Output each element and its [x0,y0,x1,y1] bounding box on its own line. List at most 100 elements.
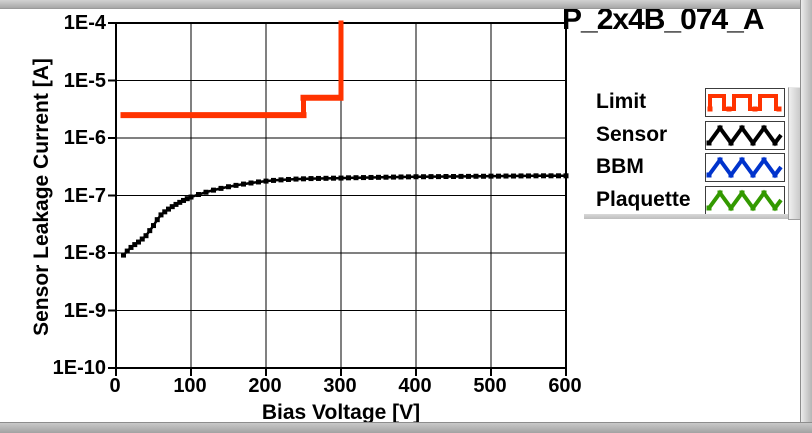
legend-item-sensor[interactable]: Sensor [584,120,798,150]
sensor-marker [218,185,224,191]
y-tick-label: 1E-5 [63,69,106,92]
sensor-marker [413,174,419,180]
x-tick-label: 300 [323,375,357,397]
window-border-bottom [0,422,812,433]
sensor-marker [488,173,494,179]
sensor-marker [139,236,145,242]
zigzag-wave-icon[interactable] [705,153,785,182]
sensor-marker [481,173,486,179]
sensor-marker [188,194,194,200]
sensor-marker [428,174,434,180]
sensor-marker [346,175,351,181]
sensor-marker [203,189,209,195]
sensor-marker [162,209,168,215]
zigzag-wave-icon[interactable] [705,185,785,215]
sensor-marker [124,248,130,254]
sensor-marker [511,173,516,179]
sensor-marker [256,179,261,185]
sensor-marker [166,206,171,212]
sensor-marker [383,174,389,180]
sensor-marker [421,174,426,180]
sensor-marker [158,212,164,218]
sensor-marker [533,173,539,179]
x-tick-label: 500 [473,375,507,397]
x-tick-label: 200 [248,375,282,397]
legend-label: Sensor [596,122,668,146]
sensor-marker [233,182,239,188]
sensor-marker [132,242,138,248]
sensor-marker [451,174,456,180]
y-tick-label: 1E-8 [63,242,106,264]
x-tick-label: 600 [548,375,582,397]
x-tick-label: 100 [173,375,207,397]
y-tick-label: 1E-7 [63,184,106,207]
sensor-marker [466,173,471,179]
sensor-marker [323,175,329,181]
sensor-marker [293,176,299,182]
sensor-marker [338,175,344,181]
sensor-marker [541,173,546,179]
legend-item-bbm[interactable]: BBM [584,153,798,182]
y-tick-label: 1E-6 [63,127,106,149]
sensor-curve [122,174,566,256]
sensor-marker [248,180,254,186]
sensor-marker [226,184,231,190]
y-tick-label: 1E-10 [52,357,106,379]
legend-label: Plaquette [596,187,691,211]
legend-shadow [584,214,800,219]
y-tick-label: 1E-9 [63,299,106,322]
x-tick-label: 400 [398,375,432,397]
sensor-marker [151,223,156,229]
sensor-marker [353,175,359,181]
window-border-top [0,0,812,9]
sensor-marker [436,174,441,180]
sensor-marker [177,199,183,205]
window-border-right [800,0,812,433]
sensor-marker [443,174,449,180]
sensor-marker [496,173,501,179]
sensor-marker [563,173,569,179]
sensor-marker [211,187,216,193]
legend-label: Limit [596,90,647,113]
sensor-marker [286,176,291,182]
sensor-marker [316,175,321,181]
legend-label: BBM [596,155,644,178]
square-wave-icon[interactable] [705,88,785,117]
sensor-marker [241,181,246,187]
sensor-marker [154,217,160,223]
sensor-marker [406,174,411,180]
y-tick-label: 1E-4 [63,12,106,34]
sensor-marker [301,176,306,182]
x-axis-title: Bias Voltage [V] [261,401,421,424]
sensor-marker [136,239,141,245]
sensor-marker [173,201,179,207]
sensor-marker [503,173,509,179]
sensor-marker [473,173,479,179]
x-tick-label: 0 [109,375,121,397]
sensor-marker [361,175,366,181]
sensor-marker [143,233,149,239]
sensor-marker [271,177,276,183]
sensor-marker [147,228,153,234]
sensor-marker [263,178,269,184]
zigzag-wave-icon[interactable] [705,120,785,150]
sensor-marker [169,204,175,210]
legend-item-plaquette[interactable]: Plaquette [584,185,798,215]
legend-item-limit[interactable]: Limit [584,88,798,117]
sensor-marker [184,196,190,202]
sensor-marker [556,173,561,179]
sensor-marker [121,252,126,258]
sensor-marker [526,173,531,179]
sensor-marker [128,244,134,250]
sensor-marker [196,192,201,198]
sensor-marker [548,173,554,179]
sensor-marker [518,173,524,179]
sensor-marker [308,176,314,182]
sensor-marker [368,174,374,180]
sensor-marker [331,175,336,181]
sensor-marker [181,197,186,203]
sensor-marker [278,177,284,183]
sensor-marker [391,174,396,180]
